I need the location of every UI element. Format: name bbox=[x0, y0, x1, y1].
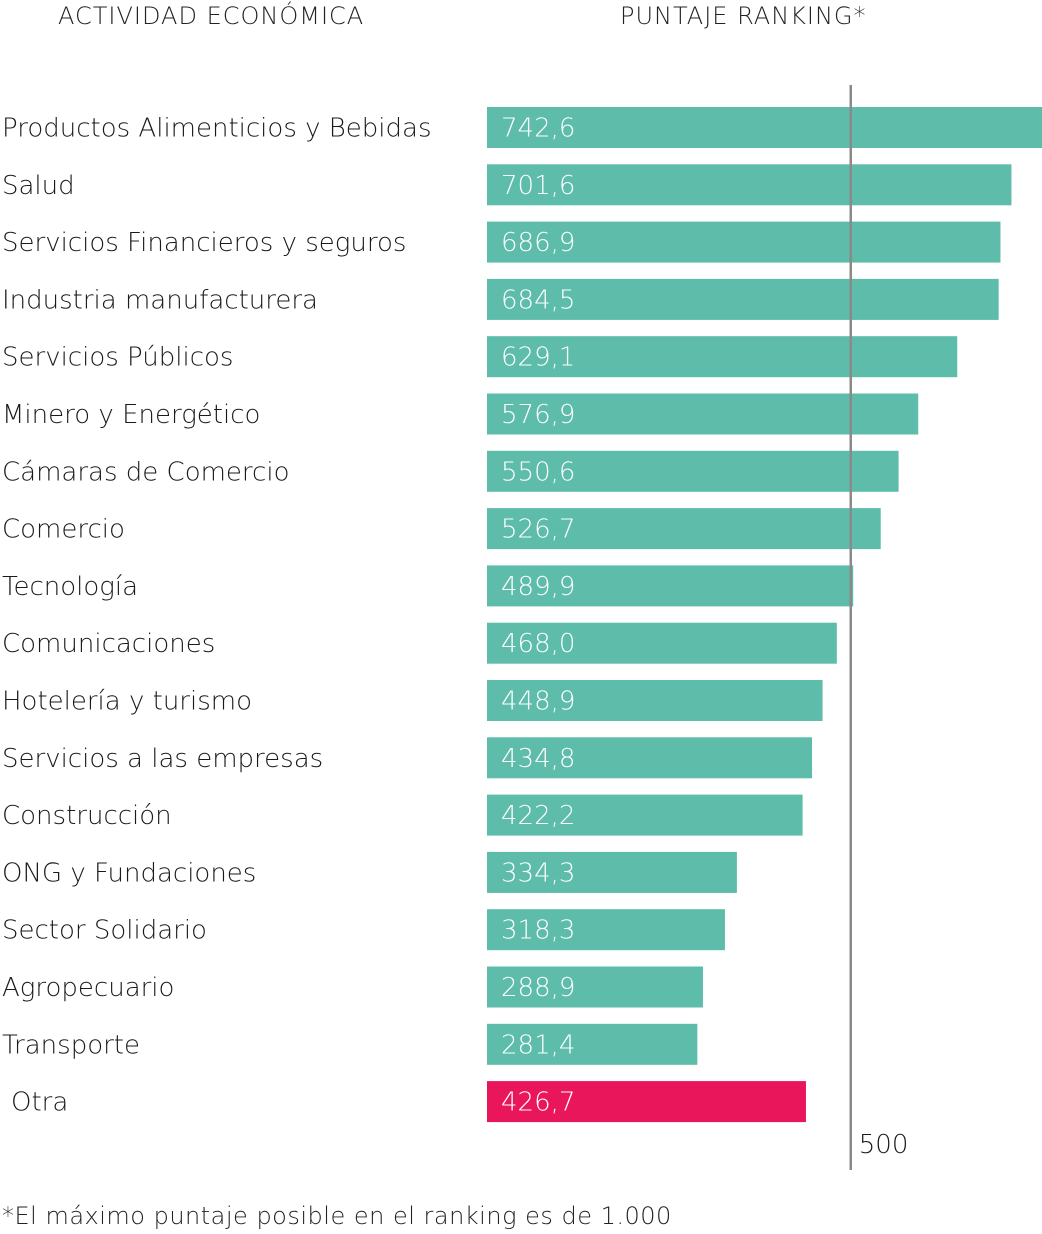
category-label: Otra bbox=[11, 1088, 68, 1118]
category-label: Transporte bbox=[2, 1030, 140, 1060]
value-column-title: PUNTAJE RANKING* bbox=[620, 2, 867, 30]
category-label: Industria manufacturera bbox=[2, 285, 318, 315]
value-label: 576,9 bbox=[501, 400, 575, 430]
value-label: 318,3 bbox=[501, 916, 575, 946]
category-label: Servicios Financieros y seguros bbox=[2, 228, 406, 258]
value-label: 742,6 bbox=[501, 114, 575, 144]
category-label: Agropecuario bbox=[2, 973, 174, 1003]
category-label: Minero y Energético bbox=[2, 400, 260, 430]
bar bbox=[487, 1023, 698, 1065]
value-label: 629,1 bbox=[501, 343, 575, 373]
bar bbox=[487, 107, 1042, 148]
value-label: 489,9 bbox=[501, 572, 575, 602]
bar bbox=[487, 909, 725, 951]
bar bbox=[487, 794, 803, 836]
value-label: 448,9 bbox=[501, 687, 575, 717]
category-label: Sector Solidario bbox=[2, 916, 207, 946]
bar bbox=[487, 851, 737, 893]
reference-line-label: 500 bbox=[859, 1130, 909, 1160]
value-label: 422,2 bbox=[501, 801, 575, 831]
category-label: Comercio bbox=[2, 515, 125, 545]
chart-footnote: *El máximo puntaje posible en el ranking… bbox=[2, 1202, 672, 1230]
category-label: Construcción bbox=[2, 801, 172, 831]
bar bbox=[487, 622, 837, 664]
bar bbox=[487, 565, 854, 607]
bar bbox=[487, 221, 1001, 263]
value-label: 550,6 bbox=[501, 457, 575, 487]
value-label: 434,8 bbox=[501, 744, 575, 774]
value-label: 701,6 bbox=[501, 171, 575, 201]
bar bbox=[487, 393, 919, 435]
category-label: Cámaras de Comercio bbox=[2, 457, 289, 487]
bar bbox=[487, 336, 958, 378]
category-column-title: ACTIVIDAD ECONÓMICA bbox=[58, 2, 365, 30]
bar bbox=[487, 450, 899, 492]
value-label: 468,0 bbox=[501, 629, 575, 659]
bar bbox=[487, 737, 813, 779]
category-label: Comunicaciones bbox=[2, 629, 215, 659]
category-label: Servicios a las empresas bbox=[2, 744, 323, 774]
value-label: 288,9 bbox=[501, 973, 575, 1003]
category-label: Tecnología bbox=[2, 572, 138, 602]
bar bbox=[487, 508, 881, 550]
highlight-bar bbox=[487, 1081, 806, 1123]
category-label: Salud bbox=[2, 171, 75, 201]
bar bbox=[487, 966, 703, 1008]
value-label: 684,5 bbox=[501, 285, 575, 315]
category-label: ONG y Fundaciones bbox=[2, 858, 256, 888]
bar bbox=[487, 680, 823, 721]
category-label: Hotelería y turismo bbox=[2, 687, 252, 717]
value-label: 526,7 bbox=[501, 515, 575, 545]
value-label: 334,3 bbox=[501, 858, 575, 888]
bar bbox=[487, 164, 1012, 206]
category-label: Servicios Públicos bbox=[2, 343, 233, 373]
bar bbox=[487, 278, 999, 320]
value-label: 426,7 bbox=[501, 1088, 575, 1118]
value-label: 686,9 bbox=[501, 228, 575, 258]
bars-group bbox=[487, 107, 1042, 1123]
category-label: Productos Alimenticios y Bebidas bbox=[2, 114, 432, 144]
value-label: 281,4 bbox=[501, 1030, 575, 1060]
